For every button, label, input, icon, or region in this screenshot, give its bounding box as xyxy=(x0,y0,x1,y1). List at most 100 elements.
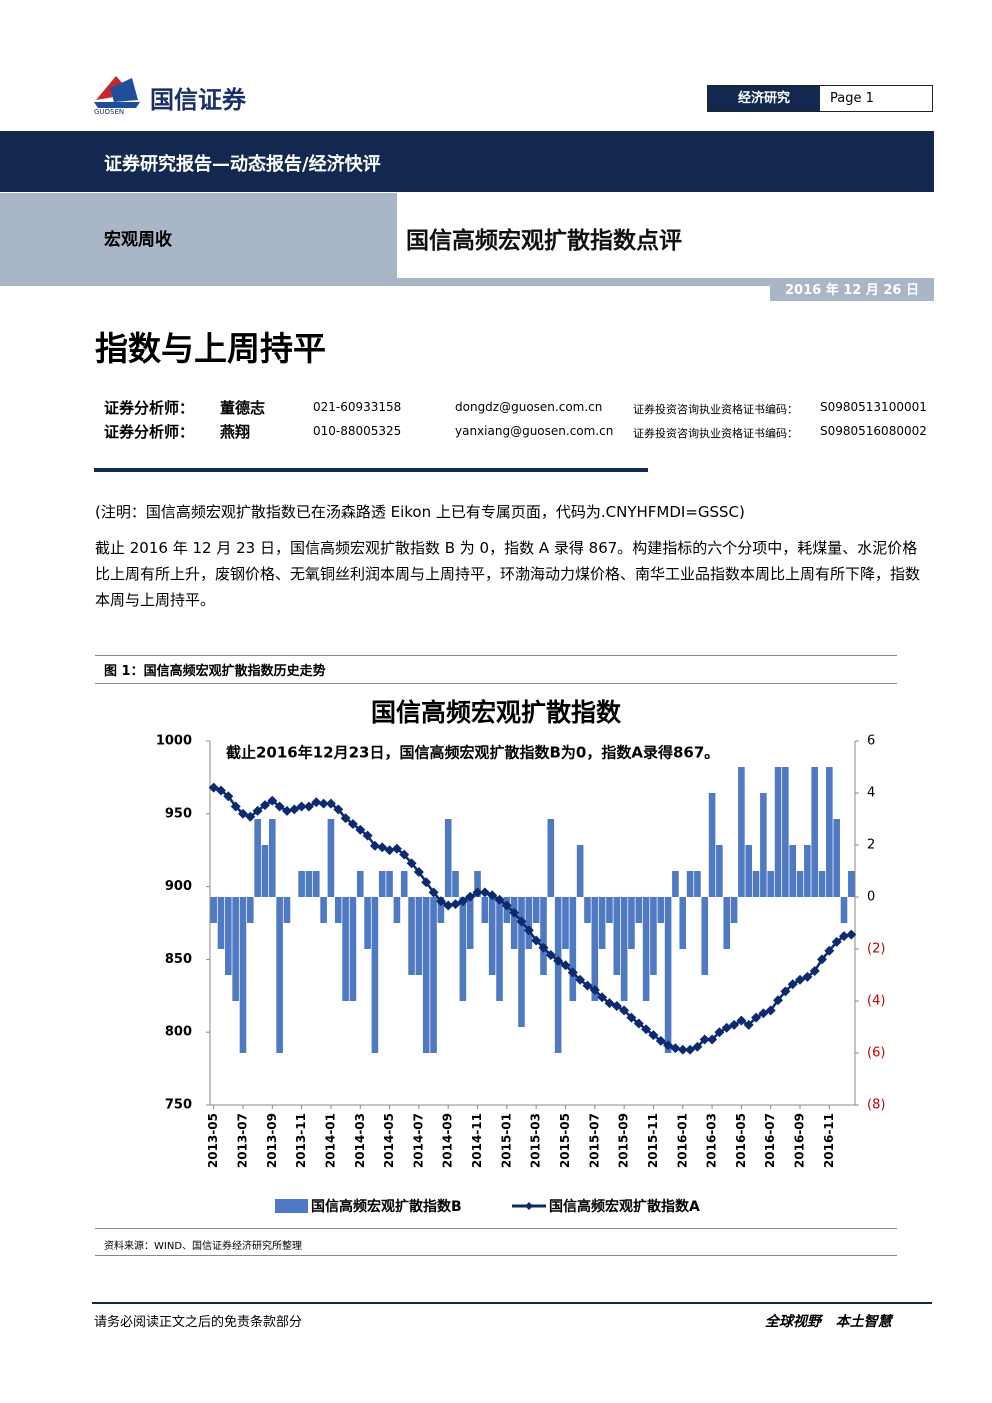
y-tick-label: 850 xyxy=(165,952,192,967)
bar xyxy=(488,897,496,975)
logo-en: GUOSEN xyxy=(94,108,125,116)
analyst-email: yanxiang@guosen.com.cn xyxy=(455,424,614,438)
rule xyxy=(95,683,897,684)
bar xyxy=(312,871,320,897)
bar xyxy=(833,819,840,897)
bar xyxy=(422,897,430,1053)
bar xyxy=(789,845,796,897)
y2-tick-label: (8) xyxy=(867,1098,885,1113)
bar xyxy=(342,897,349,1001)
bar xyxy=(796,871,804,897)
x-tick-label: 2014-07 xyxy=(411,1113,425,1168)
banner-text: 证券研究报告—动态报告/经济快评 xyxy=(104,154,381,175)
bar xyxy=(598,897,606,949)
bar xyxy=(269,819,276,897)
bar xyxy=(738,767,745,897)
bar xyxy=(628,897,635,949)
x-tick-label: 2015-09 xyxy=(617,1113,631,1168)
bar xyxy=(466,897,474,949)
bar xyxy=(261,845,269,897)
bar xyxy=(225,897,232,975)
bar xyxy=(334,897,342,923)
bar xyxy=(562,897,569,949)
x-tick-label: 2013-09 xyxy=(265,1113,279,1168)
bar xyxy=(840,897,848,923)
bar xyxy=(554,897,562,1053)
bar xyxy=(540,897,547,975)
bar xyxy=(408,897,415,975)
section: 经济研究 xyxy=(708,86,820,111)
bar xyxy=(606,897,613,923)
bar xyxy=(532,897,540,923)
x-tick-label: 2014-05 xyxy=(382,1113,396,1168)
y2-tick-label: (2) xyxy=(867,942,885,957)
bar xyxy=(378,871,386,897)
legend-marker xyxy=(525,1202,533,1210)
bar xyxy=(481,897,489,923)
bar xyxy=(650,897,657,975)
analyst-phone: 021-60933158 xyxy=(313,400,402,414)
bar xyxy=(386,871,393,897)
bar xyxy=(371,897,379,1053)
line xyxy=(208,782,857,1055)
disclaimer: 请务必阅读正文之后的免责条款部分 xyxy=(94,1315,303,1330)
x-tick-label: 2013-11 xyxy=(294,1113,308,1168)
x-tick-label: 2016-05 xyxy=(734,1113,748,1168)
source: 资料来源：WIND、国信证券经济研究所整理 xyxy=(104,1241,303,1252)
bar xyxy=(657,897,665,923)
bar xyxy=(679,897,687,949)
x-tick-label: 2016-11 xyxy=(822,1113,836,1168)
paragraph: 截止 2016 年 12 月 23 日，国信高频宏观扩散指数 B 为 0，指数 … xyxy=(95,539,921,609)
bar xyxy=(510,897,518,949)
page-number: Page 1 xyxy=(830,91,874,106)
legend-label: 国信高频宏观扩散指数B xyxy=(311,1198,462,1215)
bar xyxy=(452,871,459,897)
bar xyxy=(672,871,679,897)
x-tick-label: 2013-05 xyxy=(206,1113,220,1168)
bar xyxy=(415,897,423,975)
bar xyxy=(774,767,782,897)
logo-mark xyxy=(94,76,140,108)
bar xyxy=(826,767,833,897)
bar xyxy=(547,819,555,897)
bar xyxy=(496,897,503,1001)
analyst-name: 董德志 xyxy=(220,399,266,417)
bar xyxy=(254,819,261,897)
cert: S0980516080002 xyxy=(820,424,927,438)
x-tick-label: 2016-03 xyxy=(705,1113,719,1168)
report-title: 国信高频宏观扩散指数点评 xyxy=(406,228,682,254)
bar xyxy=(716,845,723,897)
bar xyxy=(525,897,533,949)
column: 宏观周收 xyxy=(104,230,172,250)
bar xyxy=(584,897,591,923)
chart-title: 国信高频宏观扩散指数 xyxy=(371,698,622,727)
x-tick-label: 2014-09 xyxy=(441,1113,455,1168)
cert: S0980513100001 xyxy=(820,400,927,414)
x-tick-label: 2016-07 xyxy=(763,1113,777,1168)
bar xyxy=(210,897,217,923)
y2-tick-label: (6) xyxy=(867,1046,885,1061)
bar xyxy=(305,871,313,897)
bar xyxy=(686,871,694,897)
bar xyxy=(232,897,239,1001)
y2-tick-label: (4) xyxy=(867,994,885,1009)
bar xyxy=(400,871,408,897)
x-tick-label: 2014-11 xyxy=(470,1113,484,1168)
logo-text: 国信证券 xyxy=(150,86,246,114)
x-tick-label: 2016-01 xyxy=(675,1113,689,1168)
y-tick-label: 1000 xyxy=(156,734,192,749)
cert-label: 证券投资咨询执业资格证书编码： xyxy=(633,427,798,440)
bar xyxy=(364,897,371,949)
bar xyxy=(393,897,401,923)
rule xyxy=(95,1228,897,1229)
bar xyxy=(239,897,247,1053)
bar xyxy=(664,897,672,1053)
bar xyxy=(760,793,767,897)
bar xyxy=(276,897,283,1053)
bar xyxy=(752,871,760,897)
x-tick-label: 2015-03 xyxy=(529,1113,543,1168)
bar xyxy=(745,845,753,897)
bar xyxy=(723,897,731,949)
